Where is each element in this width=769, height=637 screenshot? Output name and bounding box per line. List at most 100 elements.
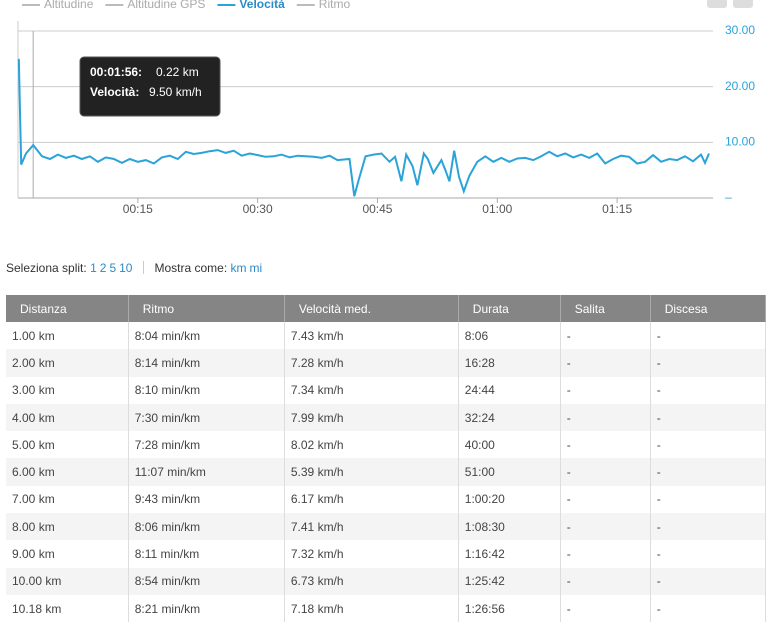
tooltip: 00:01:56: 0.22 km Velocità: 9.50 km/h xyxy=(79,56,221,117)
table-cell: 7.00 km xyxy=(6,485,129,514)
column-header: Distanza xyxy=(6,295,129,322)
table-cell: - xyxy=(650,540,767,568)
table-cell: 2.00 km xyxy=(6,349,129,377)
table-row: 7.00 km 9:43 min/km 6.17 km/h 1:00:20- - xyxy=(6,485,767,514)
table-cell: 1:25:42 xyxy=(458,567,561,595)
table-cell: 7:30 min/km xyxy=(128,403,285,432)
y-tick-label: 20.00 xyxy=(725,79,755,93)
unit-link[interactable]: mi xyxy=(249,261,263,275)
column-header: Discesa xyxy=(650,295,767,322)
table-cell: - xyxy=(560,567,651,595)
table-cell: 8:06 min/km xyxy=(128,513,285,541)
table-cell: 7.99 km/h xyxy=(284,403,459,432)
tooltip-speed-label: Velocità: xyxy=(90,85,139,99)
legend-label: Ritmo xyxy=(319,0,351,11)
x-tick-label: 00:15 xyxy=(123,202,153,216)
table-cell: - xyxy=(650,431,767,459)
legend-label: Velocità xyxy=(239,0,285,11)
column-header: Ritmo xyxy=(128,295,285,322)
split-controls: Seleziona split: 1 2 5 10 Mostra come: km mi xyxy=(6,261,265,275)
table-cell: 8:14 min/km xyxy=(128,349,285,377)
column-header: Salita xyxy=(560,295,651,322)
table-cell: - xyxy=(560,349,651,377)
table-cell: - xyxy=(560,458,651,486)
table-row: 10.00 km 8:54 min/km 6.73 km/h 1:25:42- - xyxy=(6,567,767,595)
x-tick-label: 00:45 xyxy=(362,202,392,216)
table-cell: 1:16:42 xyxy=(458,540,561,568)
table-cell: 1.00 km xyxy=(6,322,129,350)
table-cell: - xyxy=(560,485,651,514)
tooltip-speed: 9.50 km/h xyxy=(149,85,202,99)
table-cell: 8.02 km/h xyxy=(284,431,459,459)
table-cell: 8:10 min/km xyxy=(128,376,285,404)
table-cell: 7.32 km/h xyxy=(284,540,459,568)
y-tick-label: – xyxy=(725,190,732,204)
table-cell: 8:21 min/km xyxy=(128,594,285,623)
table-cell: 7.28 km/h xyxy=(284,349,459,377)
table-cell: 3.00 km xyxy=(6,376,129,404)
units-label: Mostra come: xyxy=(154,261,228,275)
tooltip-distance: 0.22 km xyxy=(156,65,199,79)
table-cell: - xyxy=(650,594,767,623)
table-cell: 1:26:56 xyxy=(458,594,561,623)
split-link[interactable]: 1 xyxy=(90,261,97,275)
table-cell: 7.41 km/h xyxy=(284,513,459,541)
table-cell: 8:04 min/km xyxy=(128,322,285,350)
tooltip-time: 00:01:56: xyxy=(90,65,142,79)
table-cell: 7:28 min/km xyxy=(128,431,285,459)
table-cell: 7.34 km/h xyxy=(284,376,459,404)
table-cell: - xyxy=(560,376,651,404)
table-row: 3.00 km 8:10 min/km 7.34 km/h 24:44- - xyxy=(6,376,767,404)
legend-label: Altitudine GPS xyxy=(127,0,205,11)
table-cell: - xyxy=(560,403,651,432)
split-link[interactable]: 5 xyxy=(109,261,117,275)
x-tick-label: 01:15 xyxy=(602,202,632,216)
table-row: 10.18 km 8:21 min/km 7.18 km/h 1:26:56- - xyxy=(6,594,767,623)
column-header: Velocità med. xyxy=(284,295,459,322)
table-cell: 7.43 km/h xyxy=(284,322,459,350)
print-icon[interactable] xyxy=(707,0,727,8)
table-cell: - xyxy=(650,458,767,486)
table-cell: - xyxy=(650,513,767,541)
column-header: Durata xyxy=(458,295,561,322)
table-cell: 5.39 km/h xyxy=(284,458,459,486)
split-label: Seleziona split: xyxy=(6,261,87,275)
table-row: 1.00 km 8:04 min/km 7.43 km/h 8:06- - xyxy=(6,322,767,350)
table-cell: 10.00 km xyxy=(6,567,129,595)
table-cell: - xyxy=(650,485,767,514)
y-tick-label: 30.00 xyxy=(725,23,755,37)
table-cell: 8:54 min/km xyxy=(128,567,285,595)
table-cell: - xyxy=(650,376,767,404)
separator xyxy=(143,261,145,274)
splits-table: Distanza Ritmo Velocità med. Durata Salita Di… xyxy=(6,295,767,623)
unit-link[interactable]: km xyxy=(230,261,247,275)
x-tick-label: 01:00 xyxy=(482,202,512,216)
tooltip-box xyxy=(79,56,221,117)
table-row: 8.00 km 8:06 min/km 7.41 km/h 1:08:30- - xyxy=(6,513,767,541)
download-icon[interactable] xyxy=(733,0,753,8)
table-cell: - xyxy=(560,431,651,459)
split-link[interactable]: 10 xyxy=(119,261,133,275)
table-cell: - xyxy=(560,513,651,541)
table-cell: - xyxy=(560,540,651,568)
table-cell: 32:24 xyxy=(458,403,561,432)
table-cell: 4.00 km xyxy=(6,403,129,432)
table-cell: 16:28 xyxy=(458,349,561,377)
table-cell: - xyxy=(650,567,767,595)
table-cell: 1:08:30 xyxy=(458,513,561,541)
table-cell: 51:00 xyxy=(458,458,561,486)
table-cell: - xyxy=(650,322,767,350)
table-cell: 1:00:20 xyxy=(458,485,561,514)
table-cell: - xyxy=(560,322,651,350)
split-link[interactable]: 2 xyxy=(99,261,107,275)
chart: Altitudine Altitudine GPS Velocità Ritmo – 10… xyxy=(17,0,755,216)
table-cell: 6.17 km/h xyxy=(284,485,459,514)
table-cell: 5.00 km xyxy=(6,431,129,459)
speed-line xyxy=(17,58,710,197)
table-cell: 40:00 xyxy=(458,431,561,459)
table-cell: 8.00 km xyxy=(6,513,129,541)
table-cell: - xyxy=(560,594,651,623)
table-row: 5.00 km 7:28 min/km 8.02 km/h 40:00- - xyxy=(6,431,767,459)
table-cell: - xyxy=(650,349,767,377)
